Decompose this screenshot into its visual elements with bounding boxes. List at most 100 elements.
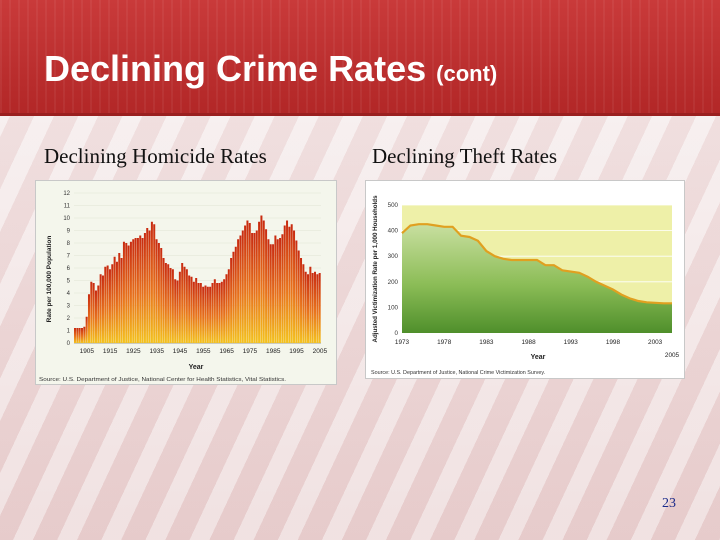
theft-x-tick-label: 1988 — [521, 339, 536, 346]
homicide-y-tick-label: 0 — [67, 341, 71, 347]
homicide-bar — [171, 269, 174, 343]
homicide-bar — [118, 253, 121, 343]
homicide-bar — [206, 286, 209, 343]
theft-x-tick-label: 1983 — [479, 339, 494, 346]
homicide-bar — [258, 221, 261, 343]
homicide-bar — [74, 328, 77, 343]
homicide-bar — [211, 283, 214, 343]
homicide-y-tick-label: 7 — [67, 254, 71, 260]
homicide-bar — [76, 328, 79, 343]
homicide-bar — [204, 285, 207, 343]
homicide-bar — [220, 281, 223, 343]
theft-line — [401, 223, 672, 305]
homicide-x-tick-label: 1905 — [80, 348, 95, 355]
homicide-bar — [120, 258, 123, 343]
homicide-bar — [195, 278, 198, 343]
homicide-bar — [297, 250, 300, 343]
homicide-x-tick-label: 1985 — [266, 348, 281, 355]
slide-title-suffix: (cont) — [436, 61, 498, 86]
homicide-bar — [87, 294, 90, 343]
theft-x-tick-label: 2003 — [648, 339, 663, 346]
homicide-bar — [157, 243, 160, 343]
homicide-bar — [106, 265, 109, 343]
homicide-bar — [192, 281, 195, 343]
homicide-bar — [290, 224, 293, 343]
homicide-bar — [246, 220, 249, 343]
homicide-bar — [164, 263, 167, 343]
left-heading: Declining Homicide Rates — [44, 144, 267, 168]
homicide-bar — [213, 279, 216, 343]
homicide-bar — [178, 271, 181, 343]
homicide-bar — [150, 221, 153, 343]
theft-y-tick-label: 500 — [388, 202, 399, 209]
homicide-bar — [162, 258, 165, 343]
homicide-bar — [139, 235, 142, 343]
homicide-bar — [216, 283, 219, 343]
homicide-bar — [199, 283, 202, 343]
homicide-bar — [274, 235, 277, 343]
homicide-bar — [311, 273, 314, 343]
homicide-bar — [153, 224, 156, 343]
theft-x-tick-label: 1993 — [564, 339, 579, 346]
homicide-bar — [244, 225, 247, 343]
homicide-bar — [286, 220, 289, 343]
homicide-bar — [108, 269, 111, 343]
homicide-bar — [230, 258, 233, 343]
homicide-bar — [218, 283, 221, 343]
homicide-bar — [227, 269, 230, 343]
title-bar-texture — [0, 0, 720, 113]
homicide-bar — [94, 290, 97, 343]
homicide-bar — [223, 279, 226, 343]
homicide-bar — [99, 274, 102, 343]
homicide-bar — [80, 328, 83, 343]
homicide-x-tick-label: 1975 — [243, 348, 258, 355]
homicide-bar — [167, 264, 170, 343]
homicide-y-tick-label: 10 — [63, 216, 70, 222]
homicide-bar — [78, 328, 81, 343]
homicide-bar — [111, 264, 114, 343]
homicide-bar — [97, 285, 100, 343]
homicide-bar — [90, 281, 93, 343]
homicide-bar — [181, 263, 184, 343]
homicide-y-tick-label: 11 — [64, 204, 71, 210]
homicide-bar — [101, 275, 104, 343]
homicide-bar — [176, 280, 179, 343]
homicide-x-axis-label: Year — [189, 364, 204, 371]
slide-title-main: Declining Crime Rates — [44, 48, 427, 89]
homicide-bar — [318, 273, 321, 343]
right-heading: Declining Theft Rates — [372, 144, 558, 168]
homicide-bar — [85, 316, 88, 343]
homicide-y-tick-label: 8 — [67, 241, 71, 247]
homicide-bar — [295, 240, 298, 343]
homicide-bar — [174, 279, 177, 343]
homicide-bar — [276, 239, 279, 343]
homicide-bar — [129, 241, 132, 343]
theft-x-axis-label: Year — [531, 354, 546, 361]
homicide-x-tick-label: 1935 — [149, 348, 164, 355]
homicide-bar — [83, 326, 86, 343]
theft-x-tick-label: 2005 — [665, 352, 680, 359]
homicide-bar — [251, 233, 254, 343]
homicide-y-axis-label: Rate per 100,000 Population — [46, 236, 53, 323]
homicide-bar — [260, 215, 263, 343]
homicide-bar — [183, 266, 186, 343]
homicide-bar — [255, 230, 258, 343]
homicide-bar — [234, 246, 237, 343]
theft-y-tick-label: 400 — [388, 228, 399, 235]
homicide-bar — [307, 274, 310, 343]
homicide-bar — [141, 238, 144, 343]
homicide-bar — [202, 286, 205, 343]
homicide-bar — [288, 226, 291, 343]
homicide-bar — [241, 230, 244, 343]
homicide-bar — [316, 274, 319, 343]
homicide-bar — [309, 266, 312, 343]
homicide-y-tick-label: 2 — [67, 316, 71, 322]
homicide-bar — [92, 283, 95, 343]
homicide-bar — [279, 238, 282, 343]
homicide-bar — [143, 233, 146, 343]
homicide-y-tick-label: 6 — [67, 266, 71, 272]
homicide-bar — [302, 264, 305, 343]
homicide-bar — [132, 239, 135, 343]
homicide-bar — [127, 245, 130, 343]
homicide-bar — [146, 228, 149, 343]
